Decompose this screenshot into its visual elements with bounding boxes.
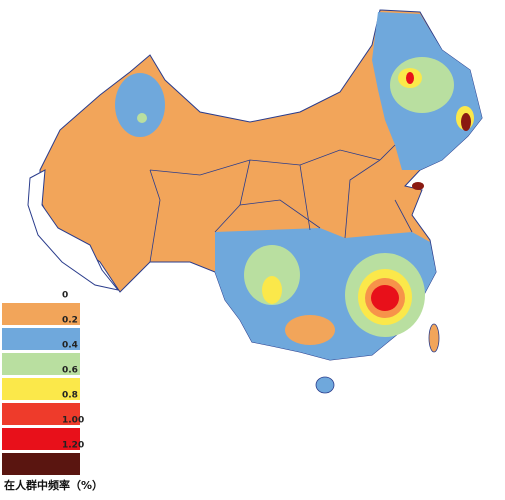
legend-swatch — [2, 378, 80, 400]
province-border — [149, 144, 413, 263]
zone-yellow — [262, 276, 282, 304]
legend-label: 1.20 — [62, 441, 84, 451]
legend-label: 1.00 — [62, 416, 84, 426]
legend-swatch — [2, 428, 80, 450]
china-map — [27, 9, 483, 394]
zone-dark — [461, 113, 471, 131]
hainan — [315, 376, 335, 394]
zone-blue — [115, 73, 165, 137]
legend-label: 0.2 — [62, 316, 78, 326]
zone-green — [137, 113, 147, 123]
legend-label: 0.8 — [62, 391, 78, 401]
legend-swatch — [2, 403, 80, 425]
zone-green — [244, 245, 300, 305]
zone-orange — [285, 315, 335, 345]
legend: 0 0.2 0.4 0.6 0.8 1.00 1.20 — [2, 291, 84, 475]
blank-region — [27, 169, 120, 291]
legend-label: 0 — [62, 291, 68, 301]
zone-green — [390, 57, 454, 113]
legend-swatch — [2, 328, 80, 350]
legend-swatch — [2, 453, 80, 475]
zone-red — [371, 285, 399, 311]
legend-title: 在人群中频率（%） — [4, 478, 103, 492]
legend-swatch — [2, 303, 80, 325]
zone-red — [412, 182, 424, 190]
legend-label: 0.4 — [62, 341, 78, 351]
legend-swatch — [2, 353, 80, 375]
taiwan — [428, 323, 440, 353]
legend-label: 0.6 — [62, 366, 78, 376]
zone-red — [406, 72, 414, 84]
